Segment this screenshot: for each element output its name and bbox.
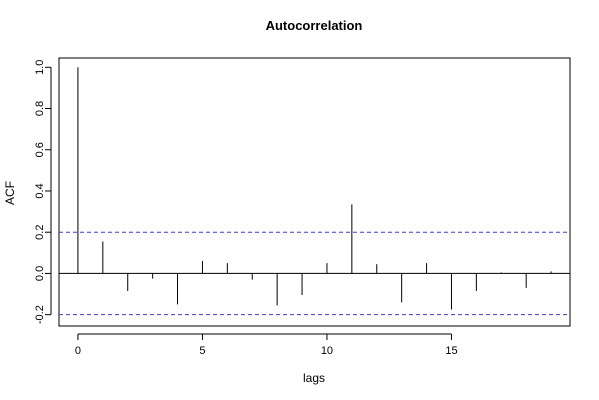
plot-frame — [58, 57, 571, 327]
y-tick-label: 0.0 — [34, 266, 46, 281]
y-tick-label: 0.6 — [34, 142, 46, 157]
chart-title: Autocorrelation — [266, 18, 363, 33]
x-tick-label: 5 — [199, 345, 205, 357]
x-tick-label: 15 — [445, 345, 457, 357]
y-tick-label: 0.8 — [34, 101, 46, 116]
acf-marks: 0 5 10 15 -0.2 0.0 0.2 0.4 0.6 0.8 1.0 — [34, 60, 570, 357]
y-tick-label: 0.2 — [34, 225, 46, 240]
y-tick-label: 1.0 — [34, 60, 46, 75]
x-axis-label: lags — [303, 371, 325, 385]
x-tick-label: 10 — [321, 345, 333, 357]
y-tick-label: -0.2 — [34, 305, 46, 324]
y-axis-label: ACF — [3, 181, 17, 205]
y-tick-label: 0.4 — [34, 183, 46, 198]
x-tick-label: 0 — [75, 345, 81, 357]
